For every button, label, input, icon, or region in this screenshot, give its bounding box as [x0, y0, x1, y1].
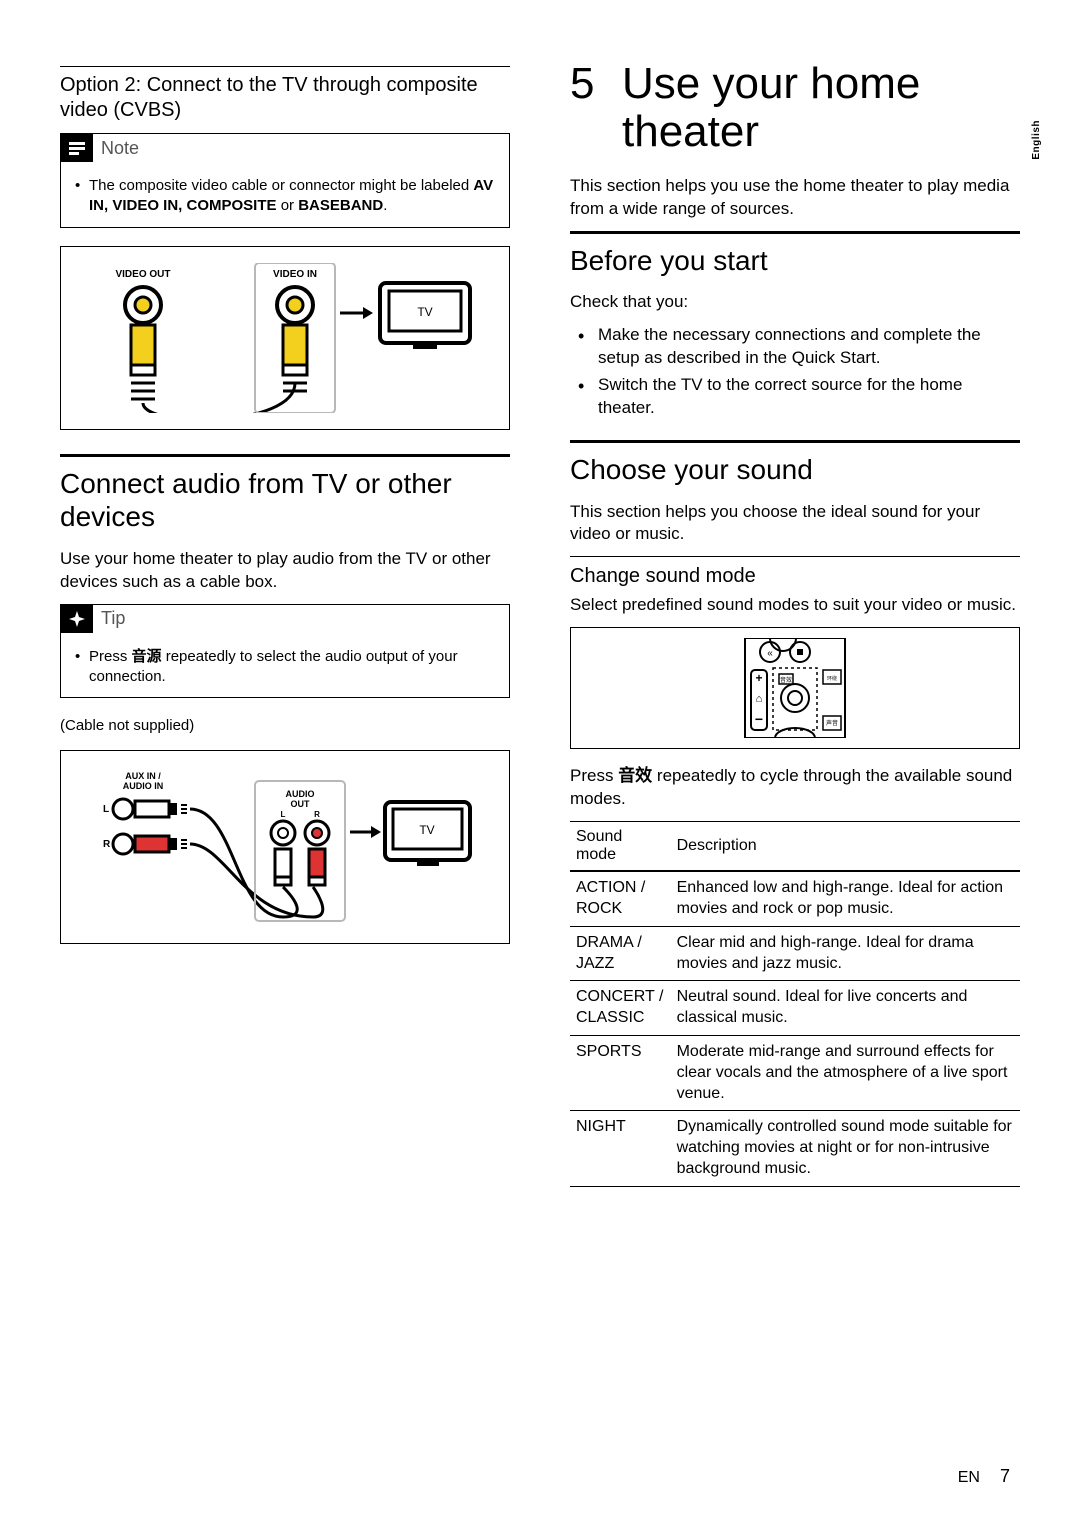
mode-cell: DRAMA /JAZZ [570, 926, 671, 981]
chapter-heading: 5 Use your home theater [570, 60, 1020, 157]
diagram-video-in-label: VIDEO IN [273, 269, 317, 280]
note-callout: Note The composite video cable or connec… [60, 133, 510, 228]
note-text-bold2: BASEBAND [298, 197, 383, 214]
connect-audio-intro: Use your home theater to play audio from… [60, 548, 510, 594]
diagram-video-out-label: VIDEO OUT [115, 269, 170, 280]
svg-text:R: R [314, 810, 320, 819]
svg-text:声音: 声音 [826, 719, 838, 727]
diagram-tv-label-2: TV [419, 823, 434, 837]
table-row: ACTION /ROCK Enhanced low and high-range… [570, 871, 1020, 926]
press-pre: Press [570, 766, 618, 785]
table-header-desc: Description [671, 822, 1020, 872]
before-item: Switch the TV to the correct source for … [598, 374, 1020, 420]
tip-text-pre: Press [89, 648, 132, 665]
svg-text:AUDIO IN: AUDIO IN [123, 781, 164, 791]
desc-cell: Neutral sound. Ideal for live concerts a… [671, 981, 1020, 1036]
tip-callout: Tip Press 音源 repeatedly to select the au… [60, 604, 510, 699]
mode-cell: ACTION /ROCK [570, 871, 671, 926]
footer-page-number: 7 [1000, 1466, 1010, 1487]
note-text-mid: or [277, 197, 299, 214]
chapter-title: Use your home theater [622, 60, 1020, 157]
svg-text:L: L [281, 810, 286, 819]
svg-text:−: − [755, 711, 763, 727]
chapter-intro: This section helps you use the home thea… [570, 175, 1020, 221]
tip-label: Tip [101, 608, 125, 629]
svg-text:音效: 音效 [780, 676, 792, 684]
tip-text-bold: 音源 [132, 648, 162, 665]
svg-text:环绕: 环绕 [827, 675, 837, 682]
desc-cell: Moderate mid-range and surround effects … [671, 1036, 1020, 1111]
tip-icon [61, 605, 93, 633]
cable-note: (Cable not supplied) [60, 716, 510, 736]
mode-cell: SPORTS [570, 1036, 671, 1111]
mode-cell: NIGHT [570, 1111, 671, 1186]
change-sound-heading: Change sound mode [570, 565, 1020, 588]
table-row: DRAMA /JAZZ Clear mid and high-range. Id… [570, 926, 1020, 981]
page-columns: Option 2: Connect to the TV through comp… [60, 60, 1020, 1187]
mode-cell: CONCERT /CLASSIC [570, 981, 671, 1036]
note-text-pre: The composite video cable or connector m… [89, 177, 473, 194]
page-footer: EN 7 [958, 1466, 1010, 1487]
audio-connection-diagram: AUX IN / AUDIO IN L R AUDIO [60, 750, 510, 944]
svg-text:«: « [767, 648, 773, 659]
table-row: CONCERT /CLASSIC Neutral sound. Ideal fo… [570, 981, 1020, 1036]
diagram-aux-label: AUX IN / [125, 771, 161, 781]
diagram-tv-label: TV [417, 305, 432, 319]
note-text: The composite video cable or connector m… [89, 176, 497, 217]
option2-heading: Option 2: Connect to the TV through comp… [60, 73, 510, 123]
note-icon [61, 134, 93, 162]
desc-cell: Dynamically controlled sound mode suitab… [671, 1111, 1020, 1186]
connect-audio-heading: Connect audio from TV or other devices [60, 467, 510, 534]
sound-mode-table: Sound mode Description ACTION /ROCK Enha… [570, 821, 1020, 1187]
press-bold: 音效 [618, 766, 652, 785]
before-heading: Before you start [570, 244, 1020, 278]
diagram-r-label: R [103, 839, 111, 850]
note-text-post: . [383, 197, 387, 214]
svg-text:⌂: ⌂ [756, 693, 763, 705]
change-sound-intro: Select predefined sound modes to suit yo… [570, 594, 1020, 617]
table-header-mode: Sound mode [570, 822, 671, 872]
sound-heading: Choose your sound [570, 453, 1020, 487]
note-label: Note [101, 138, 139, 159]
tip-text: Press 音源 repeatedly to select the audio … [89, 647, 497, 688]
left-column: Option 2: Connect to the TV through comp… [60, 60, 510, 1187]
before-lead: Check that you: [570, 291, 1020, 314]
remote-diagram: « + ⌂ − 音效 环绕 声音 [570, 627, 1020, 749]
video-connection-diagram: VIDEO OUT VIDEO IN [60, 246, 510, 430]
table-row: SPORTS Moderate mid-range and surround e… [570, 1036, 1020, 1111]
svg-text:+: + [755, 671, 762, 685]
before-list: Make the necessary connections and compl… [570, 324, 1020, 420]
footer-lang: EN [958, 1469, 980, 1487]
desc-cell: Clear mid and high-range. Ideal for dram… [671, 926, 1020, 981]
svg-text:OUT: OUT [291, 799, 311, 809]
table-row: NIGHT Dynamically controlled sound mode … [570, 1111, 1020, 1186]
before-item: Make the necessary connections and compl… [598, 324, 1020, 370]
right-column: 5 Use your home theater This section hel… [570, 60, 1020, 1187]
press-instruction: Press 音效 repeatedly to cycle through the… [570, 765, 1020, 811]
desc-cell: Enhanced low and high-range. Ideal for a… [671, 871, 1020, 926]
sound-intro: This section helps you choose the ideal … [570, 501, 1020, 547]
diagram-l-label: L [103, 804, 109, 815]
side-language-label: English [1031, 120, 1042, 160]
chapter-number: 5 [570, 60, 610, 157]
diagram-audio-out-label: AUDIO [286, 789, 315, 799]
